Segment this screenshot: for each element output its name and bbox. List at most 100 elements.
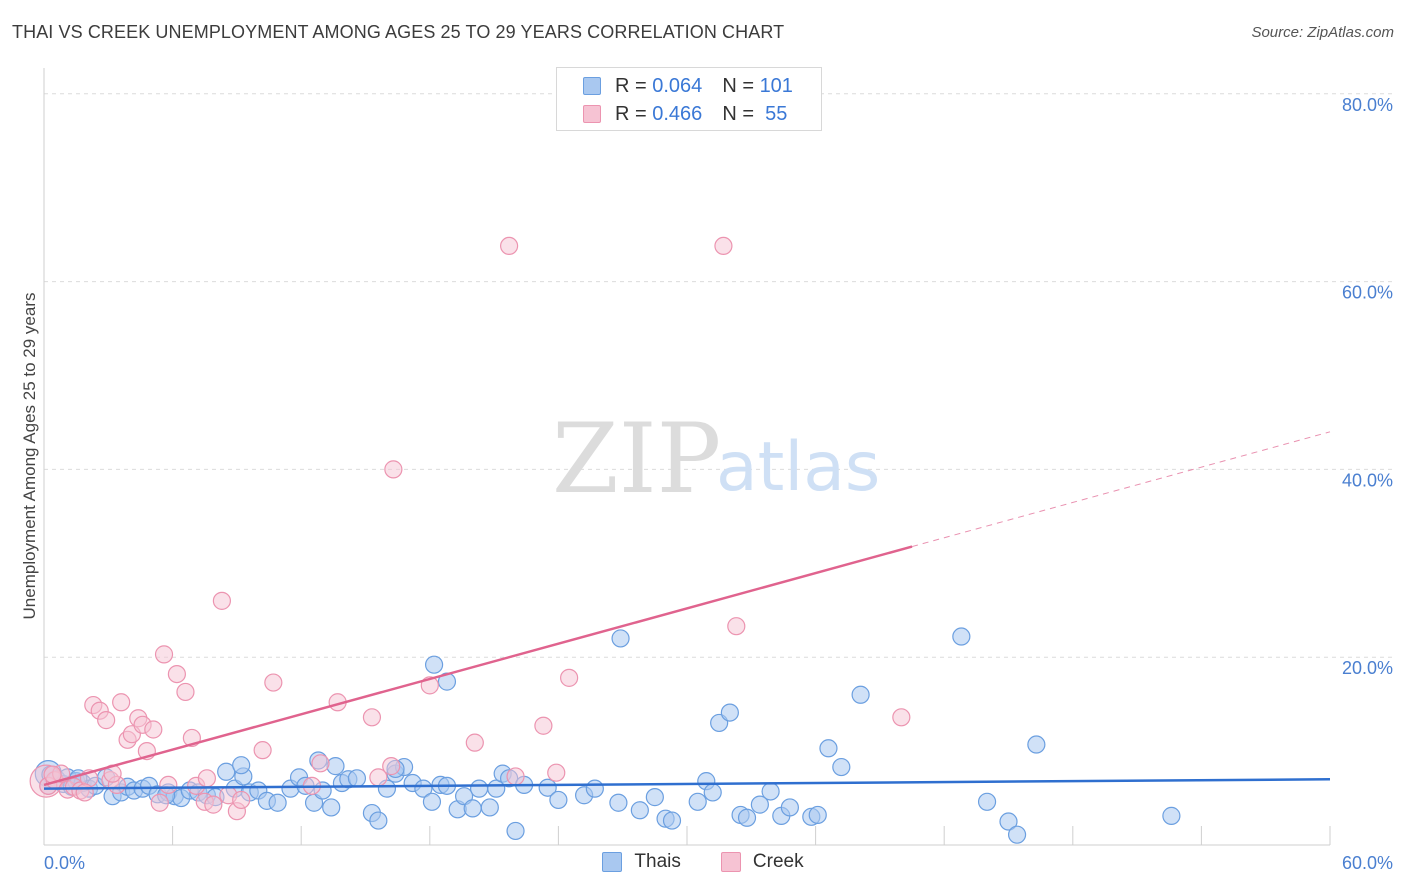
r-label: R = — [615, 102, 647, 125]
creek-point — [197, 769, 216, 788]
gridlines — [44, 93, 1392, 658]
thais-point — [737, 808, 757, 827]
thais-point — [326, 757, 345, 776]
thais-point — [808, 805, 827, 825]
creek-point — [154, 645, 174, 664]
thais-point — [1027, 735, 1046, 754]
thais-point — [851, 685, 870, 704]
x-tick-labels: 0.0% 60.0% — [44, 853, 1393, 873]
legend-row-creek: R = 0.466 N = 55 — [583, 101, 787, 127]
creek-point — [311, 754, 330, 773]
series-legend: Thais Creek — [0, 851, 1406, 873]
source-label: Source: ZipAtlas.com — [1251, 24, 1394, 41]
creek-point — [714, 236, 733, 256]
creek-point — [465, 733, 484, 752]
thais-point — [999, 812, 1018, 831]
watermark-zip: ZIP — [552, 403, 721, 515]
thais-point — [469, 779, 489, 798]
thais-point — [322, 798, 341, 817]
x-tick-label: 60.0% — [1342, 853, 1393, 873]
creek-point — [150, 793, 169, 812]
creek-legend-label: Creek — [752, 851, 804, 872]
thais-point — [217, 762, 236, 781]
axes — [43, 68, 1331, 846]
creek-point — [159, 775, 178, 795]
creek-point — [212, 591, 231, 610]
creek-point — [264, 673, 283, 692]
thais-point — [347, 769, 367, 788]
creek-point — [144, 720, 163, 739]
y-tick-label: 40.0% — [1342, 470, 1393, 490]
thais-point — [422, 792, 442, 811]
creek-point — [727, 617, 746, 636]
thais-point — [1162, 806, 1181, 825]
creek-point — [382, 757, 401, 776]
thais-point — [703, 783, 722, 802]
creek-point — [362, 708, 382, 727]
thais-point — [977, 792, 997, 811]
thais-point — [952, 627, 971, 646]
n-value-creek: 55 — [765, 102, 788, 125]
x-tick-label: 0.0% — [44, 853, 85, 873]
thais-point — [630, 801, 649, 820]
creek-points — [29, 236, 911, 821]
creek-legend-swatch — [720, 852, 741, 872]
creek-point — [204, 795, 223, 814]
watermark-atlas: atlas — [716, 428, 880, 507]
creek-point — [560, 668, 579, 687]
n-label: N = — [722, 102, 754, 125]
thais-point — [832, 757, 851, 777]
n-value-thais: 101 — [759, 74, 793, 97]
thais-point — [585, 779, 604, 798]
thais-point — [463, 799, 482, 818]
thais-trend-line — [43, 778, 1331, 790]
y-tick-label: 20.0% — [1342, 658, 1393, 678]
creek-point — [232, 790, 251, 810]
thais-point — [645, 788, 664, 807]
creek-trend-line — [43, 545, 913, 787]
creek-point — [75, 783, 94, 802]
r-value-creek: 0.466 — [652, 102, 703, 125]
stats-legend: R = 0.064 N = 101 R = 0.466 N = 55 — [556, 67, 822, 131]
thais-point — [424, 655, 444, 674]
legend-item-creek: Creek — [720, 851, 804, 873]
thais-point — [549, 790, 568, 810]
thais-point — [750, 795, 769, 814]
thais-point — [232, 756, 251, 775]
thais-legend-swatch — [602, 852, 623, 872]
creek-point — [253, 741, 272, 760]
thais-point — [1007, 825, 1027, 844]
creek-swatch — [583, 105, 601, 123]
thais-point — [720, 703, 739, 722]
thais-legend-label: Thais — [634, 851, 681, 872]
thais-point — [268, 793, 287, 812]
thais-point — [609, 793, 628, 812]
r-value-thais: 0.064 — [652, 74, 703, 97]
n-label: N = — [722, 74, 754, 97]
thais-point — [480, 798, 499, 817]
creek-point — [384, 460, 403, 479]
chart-title: THAI VS CREEK UNEMPLOYMENT AMONG AGES 25… — [12, 22, 785, 42]
thais-point — [414, 779, 433, 798]
thais-point — [506, 821, 525, 841]
watermark: ZIP atlas — [552, 403, 880, 515]
creek-point — [500, 236, 519, 256]
r-label: R = — [615, 74, 647, 97]
thais-point — [688, 792, 707, 811]
creek-point — [547, 763, 566, 782]
thais-point — [780, 798, 799, 817]
creek-point — [534, 716, 553, 735]
trend-lines — [43, 431, 1331, 790]
creek-trend-extension — [911, 431, 1331, 548]
thais-swatch — [583, 77, 601, 95]
legend-row-thais: R = 0.064 N = 101 — [583, 73, 793, 99]
creek-point — [112, 693, 131, 712]
y-tick-labels: 20.0% 40.0% 60.0% 80.0% — [1342, 95, 1393, 678]
y-tick-label: 80.0% — [1342, 95, 1393, 115]
creek-point — [176, 682, 195, 702]
thais-point — [538, 778, 557, 797]
thais-point — [662, 811, 682, 830]
creek-point — [167, 664, 186, 684]
creek-point — [892, 708, 911, 727]
